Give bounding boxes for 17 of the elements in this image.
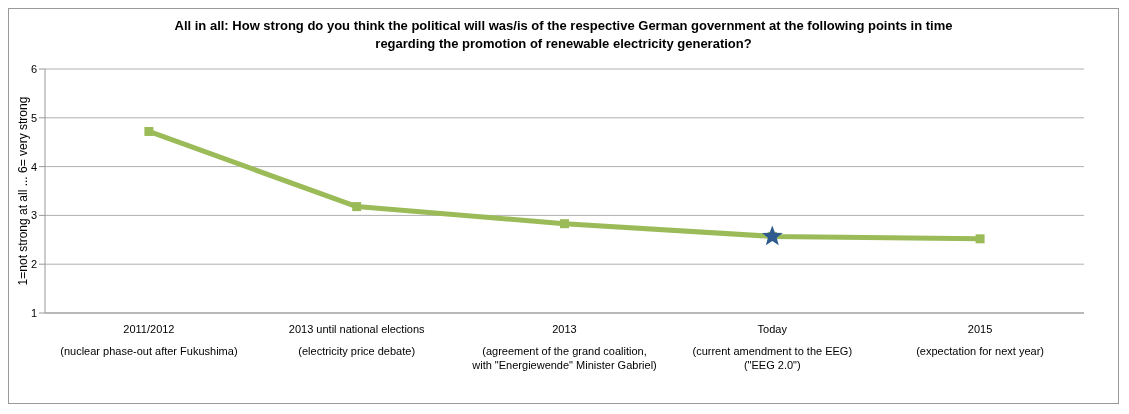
x-tick-label: 2013 (agreement of the grand coalition, with "Energiewende" Minister Gabriel) bbox=[471, 323, 657, 371]
chart-title: All in all: How strong do you think the political will was/is of the respective German government at the following points in time regarding the promotion of renewable electricity generation? bbox=[173, 17, 954, 53]
y-tick-label: 1 bbox=[30, 306, 37, 319]
y-tick-label: 6 bbox=[30, 62, 37, 75]
point bbox=[144, 126, 154, 136]
point bbox=[975, 234, 985, 244]
y-tick-label: 3 bbox=[30, 209, 37, 222]
y-tick-label: 4 bbox=[30, 160, 37, 173]
x-tick-label: Today (current amendment to the EEG) ("EEG 2.0") bbox=[692, 323, 853, 371]
y-tick-label: 5 bbox=[30, 111, 37, 124]
x-tick-label: 2013 until national elections (electricity price debate) bbox=[288, 323, 426, 357]
point bbox=[560, 219, 569, 229]
y-tick-label: 2 bbox=[30, 258, 37, 271]
x-tick-label: 2015 (expectation for next year) bbox=[916, 323, 1044, 357]
x-tick-label: 2011/2012 (nuclear phase-out after Fukushima) bbox=[60, 323, 238, 357]
point bbox=[352, 202, 362, 212]
y-axis-title: 1=not strong at all ... 6= very strong bbox=[16, 96, 31, 286]
